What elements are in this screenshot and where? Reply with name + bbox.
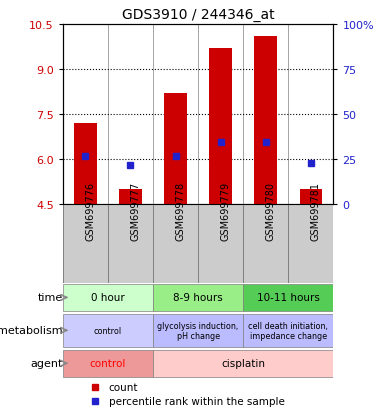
Bar <box>63 204 108 283</box>
Text: cell death initiation,
impedance change: cell death initiation, impedance change <box>248 321 328 340</box>
Bar <box>108 204 153 283</box>
Bar <box>243 204 288 283</box>
Bar <box>153 204 198 283</box>
Text: GSM699779: GSM699779 <box>221 181 231 240</box>
Bar <box>153 284 243 311</box>
Text: glycolysis induction,
pH change: glycolysis induction, pH change <box>157 321 239 340</box>
Text: agent: agent <box>30 358 63 368</box>
Text: 8-9 hours: 8-9 hours <box>173 293 223 303</box>
Bar <box>153 350 333 377</box>
Text: GSM699777: GSM699777 <box>130 181 141 240</box>
Text: GSM699781: GSM699781 <box>311 181 321 240</box>
Title: GDS3910 / 244346_at: GDS3910 / 244346_at <box>122 8 274 22</box>
Bar <box>288 204 333 283</box>
Bar <box>153 314 243 347</box>
Text: count: count <box>109 382 138 392</box>
Bar <box>164 94 187 204</box>
Text: 10-11 hours: 10-11 hours <box>257 293 320 303</box>
Text: 0 hour: 0 hour <box>91 293 125 303</box>
Bar <box>63 314 153 347</box>
Bar <box>119 190 142 204</box>
Bar <box>63 284 153 311</box>
Text: GSM699780: GSM699780 <box>266 181 276 240</box>
Text: GSM699778: GSM699778 <box>176 181 186 240</box>
Bar <box>299 190 322 204</box>
Text: control: control <box>94 326 122 335</box>
Bar <box>210 49 232 204</box>
Bar <box>255 37 277 204</box>
Bar <box>243 284 333 311</box>
Bar <box>63 350 153 377</box>
Text: metabolism: metabolism <box>0 325 63 335</box>
Bar <box>198 204 243 283</box>
Text: GSM699776: GSM699776 <box>85 181 95 240</box>
Text: cisplatin: cisplatin <box>221 358 265 368</box>
Text: percentile rank within the sample: percentile rank within the sample <box>109 396 285 406</box>
Bar <box>74 123 97 204</box>
Bar <box>243 314 333 347</box>
Text: time: time <box>38 293 63 303</box>
Text: control: control <box>90 358 126 368</box>
